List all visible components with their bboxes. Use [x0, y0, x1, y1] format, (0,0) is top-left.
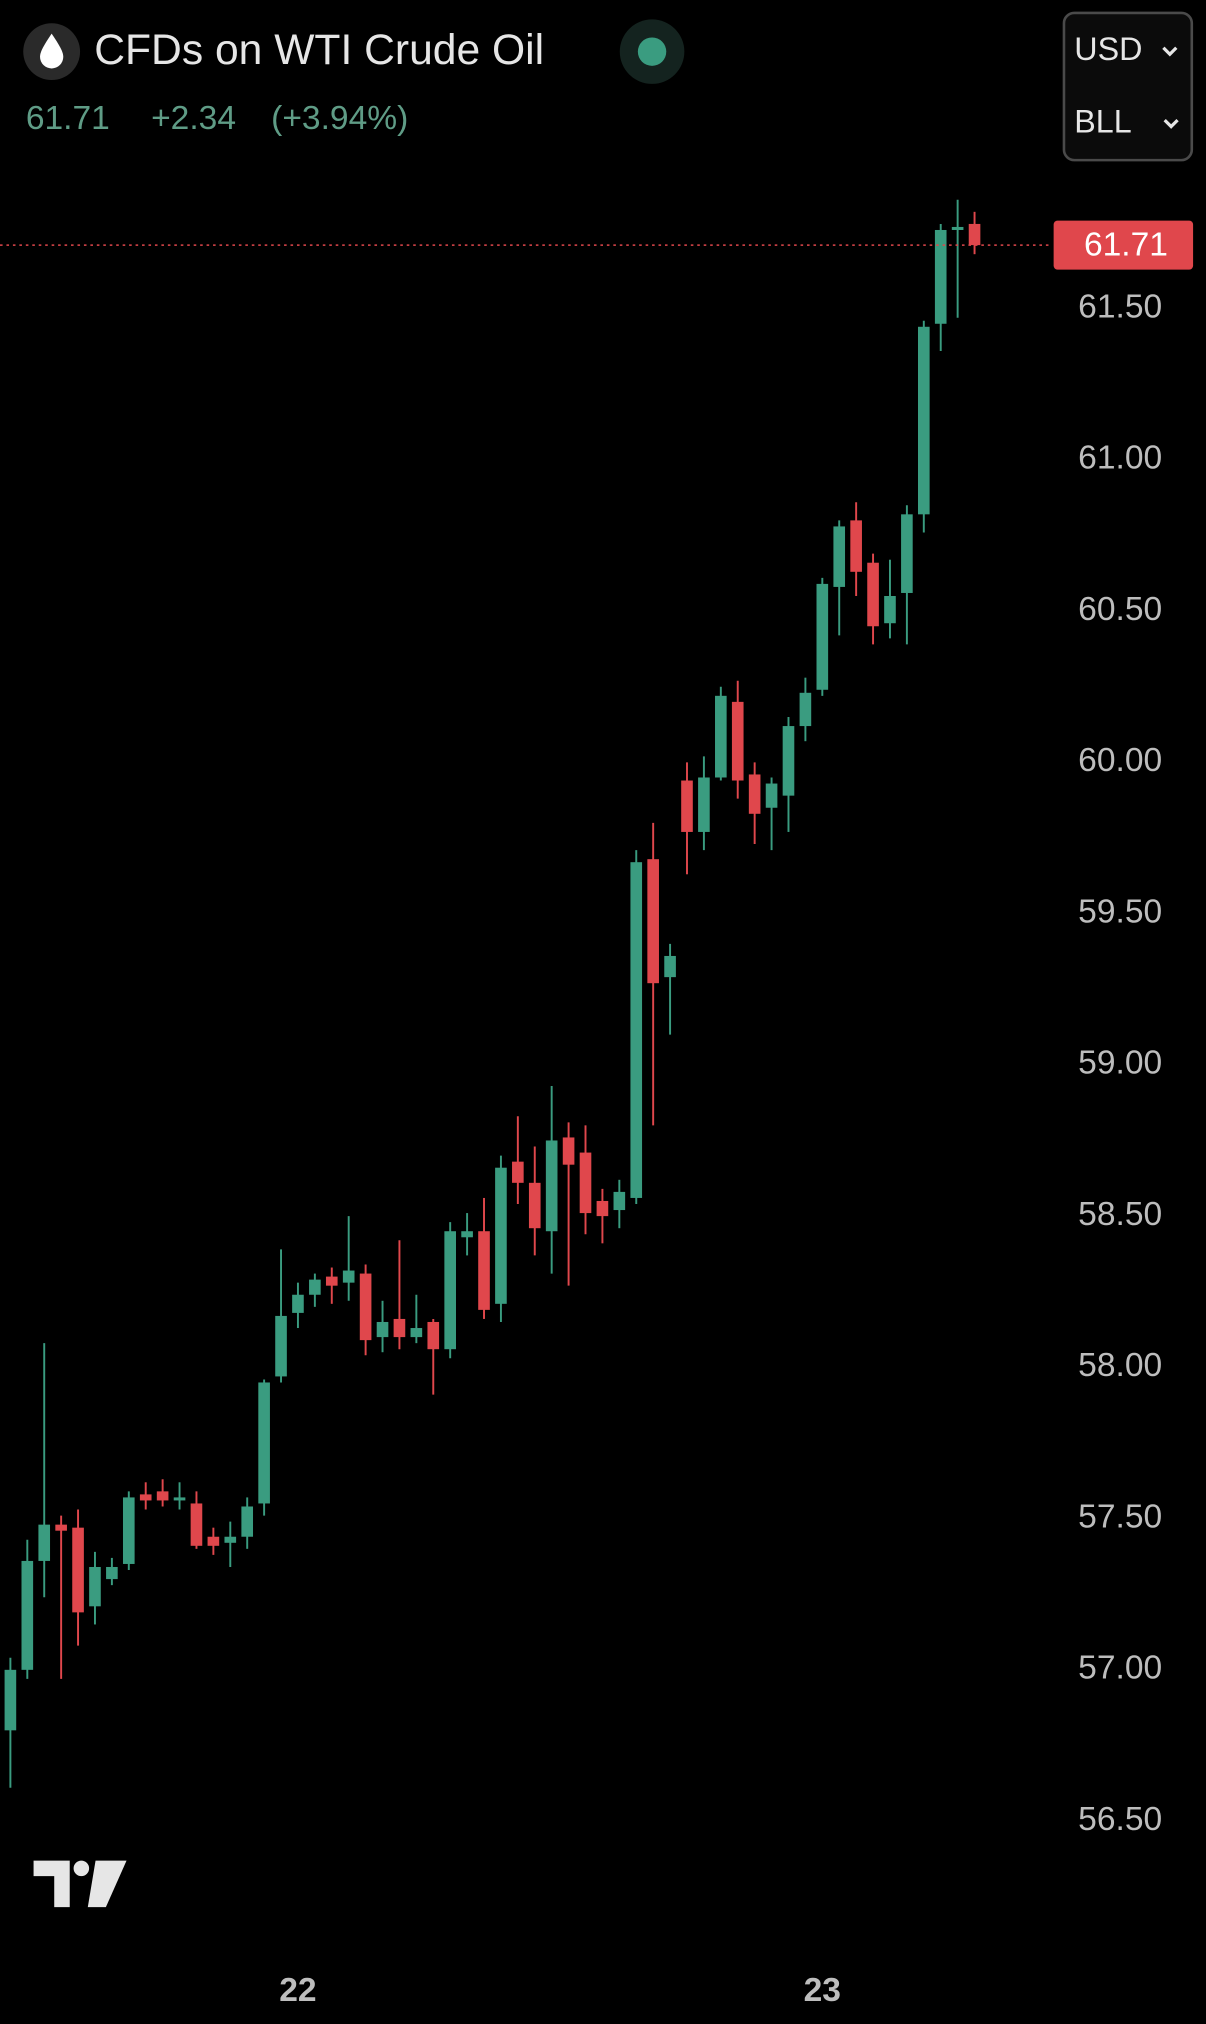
candle-body — [122, 1497, 135, 1564]
y-tick-label: 57.50 — [1078, 1498, 1162, 1535]
logo-part — [87, 1860, 127, 1908]
candle-body — [833, 526, 846, 587]
candle-body — [782, 726, 795, 796]
candle-body — [968, 223, 981, 246]
candle-body — [224, 1536, 237, 1543]
candle-body — [89, 1566, 101, 1607]
candle-body — [55, 1524, 67, 1531]
candle-body — [478, 1231, 490, 1310]
y-tick-label: 60.50 — [1078, 591, 1162, 628]
candle-body — [698, 777, 710, 832]
tv-logo — [33, 1860, 127, 1908]
candle-body — [38, 1524, 51, 1561]
candle-body — [816, 583, 829, 690]
candle-body — [325, 1276, 338, 1286]
candle-body — [681, 780, 693, 832]
last-price: 61.71 — [26, 100, 110, 137]
candle-body — [850, 520, 862, 572]
chevron — [1162, 46, 1178, 57]
last-price-badge — [1053, 220, 1194, 270]
candle-body — [427, 1321, 440, 1350]
currency-unit-selector[interactable]: USD BLL — [1062, 11, 1194, 162]
chart-title: CFDs on WTI Crude Oil — [94, 26, 544, 74]
candle-body — [613, 1191, 626, 1211]
y-tick-label: 58.50 — [1078, 1196, 1162, 1233]
candle-body — [342, 1270, 355, 1283]
candle-body — [901, 514, 913, 593]
y-tick-label: 61.50 — [1078, 289, 1162, 326]
candle-body — [4, 1669, 17, 1731]
candle-body — [106, 1566, 118, 1580]
candle-body — [579, 1152, 592, 1214]
candle-body — [359, 1273, 372, 1341]
candle-body — [630, 862, 643, 1198]
candle-body — [495, 1167, 507, 1304]
candle-body — [765, 783, 778, 808]
candle-body — [884, 595, 896, 624]
candle-body — [190, 1503, 203, 1546]
candle-body — [951, 226, 964, 230]
candle-body — [376, 1321, 389, 1338]
drop-icon — [40, 33, 64, 69]
candle-body — [309, 1279, 321, 1295]
candle-body — [156, 1491, 169, 1501]
candle-body — [258, 1382, 270, 1504]
y-tick-label: 56.50 — [1078, 1801, 1162, 1838]
candle-body — [715, 695, 727, 778]
candle-body — [292, 1294, 304, 1313]
candle-body — [647, 859, 659, 984]
unit[interactable]: BLL — [1074, 103, 1131, 139]
candle-body — [173, 1497, 186, 1501]
candle-body — [664, 955, 676, 978]
chevron — [1163, 118, 1179, 129]
x-tick-label: 23 — [804, 1972, 841, 2009]
candle-body — [799, 692, 812, 727]
candle-body — [512, 1161, 524, 1183]
x-tick-label: 22 — [279, 1972, 316, 2009]
candle-body — [461, 1231, 473, 1238]
currency[interactable]: USD — [1074, 31, 1142, 67]
candle-body — [393, 1318, 406, 1338]
selector-box[interactable] — [1062, 11, 1194, 162]
candle-body — [275, 1315, 287, 1377]
candle-body — [410, 1328, 423, 1338]
candle-body — [867, 562, 879, 627]
candle-body — [562, 1137, 575, 1165]
y-tick-label: 58.00 — [1078, 1347, 1162, 1384]
logo-part — [73, 1860, 90, 1877]
candle-body — [139, 1494, 152, 1501]
candle-body — [917, 326, 930, 515]
candle-body — [444, 1231, 456, 1350]
candle-body — [545, 1140, 558, 1232]
y-tick-label: 59.50 — [1078, 893, 1162, 930]
price-change: +2.34 — [151, 100, 236, 137]
price-change-percent: (+3.94%) — [271, 100, 408, 137]
candle-body — [241, 1506, 254, 1537]
status-dot — [637, 37, 667, 66]
candle-body — [21, 1560, 34, 1670]
candle-body — [72, 1527, 84, 1613]
candle-body — [596, 1200, 609, 1217]
candle-body — [207, 1536, 220, 1546]
candle-body — [934, 229, 947, 324]
y-tick-label: 57.00 — [1078, 1650, 1162, 1687]
y-tick-label: 61.00 — [1078, 440, 1162, 477]
candle-body — [748, 774, 761, 814]
last-price-label: 61.71 — [1084, 226, 1168, 263]
logo-part — [33, 1860, 70, 1908]
candle-body — [731, 701, 744, 781]
y-tick-label: 59.00 — [1078, 1045, 1162, 1082]
y-tick-label: 60.00 — [1078, 742, 1162, 779]
candle-body — [528, 1182, 541, 1229]
